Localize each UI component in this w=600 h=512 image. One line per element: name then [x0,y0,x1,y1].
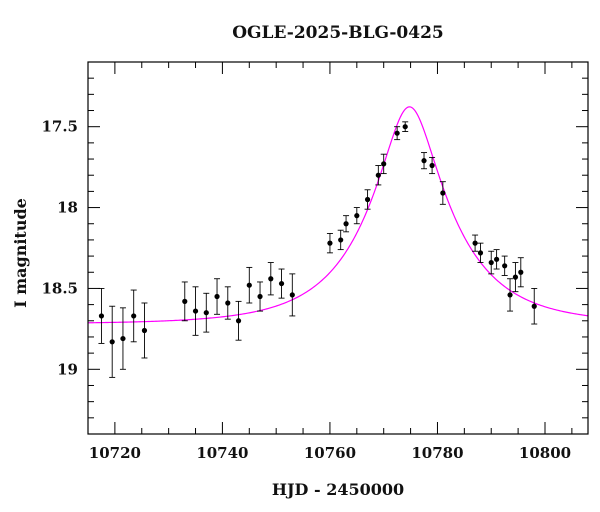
data-point [429,162,435,169]
y-tick-label: 18.5 [41,279,78,297]
data-point [182,298,188,304]
data-point [421,158,427,164]
x-tick-label: 10760 [304,444,356,462]
data-point [235,318,242,324]
data-point [472,240,478,246]
data-point [131,313,137,319]
plot-frame [87,61,589,435]
data-point [531,303,537,309]
data-point [343,221,349,227]
data-point [257,293,263,300]
model-curve [87,106,589,324]
data-point [141,327,148,334]
data-point [225,300,231,306]
data-point [494,256,500,262]
data-point [109,339,115,345]
x-axis-label: HJD - 2450000 [272,480,404,499]
data-point [354,213,360,219]
data-point [98,313,105,319]
x-tick-label: 10740 [196,444,248,462]
data-point [289,292,295,298]
data-point [488,259,494,266]
y-axis-label: I magnitude [11,198,30,308]
data-point [203,310,209,316]
data-point [375,172,381,178]
data-point [120,335,126,342]
data-point [440,190,446,196]
data-point [268,276,274,282]
axes: 10720 10740 10760 10780 10800 17.5 18 18.5 19 [41,61,589,462]
data-point [338,237,344,243]
chart-title: OGLE-2025-BLG-0425 [232,23,444,43]
data-point [214,293,220,300]
data-point [507,292,513,298]
data-point [394,130,400,136]
data-point [381,161,387,167]
data-point [502,263,508,269]
y-tick-label: 17.5 [41,118,78,136]
data-point [518,269,524,275]
y-tick-label: 18 [57,199,78,217]
data-point [327,240,333,246]
data-point [477,250,484,256]
data-point [246,282,252,288]
data-point [278,280,285,287]
plot-area [87,106,589,378]
x-tick-label: 10720 [89,444,141,462]
data-point [512,274,519,280]
x-tick-label: 10800 [519,444,571,462]
data-point [402,124,408,130]
data-point [364,196,371,203]
x-tick-label: 10780 [411,444,463,462]
data-point [192,308,199,314]
y-tick-label: 19 [57,360,78,378]
